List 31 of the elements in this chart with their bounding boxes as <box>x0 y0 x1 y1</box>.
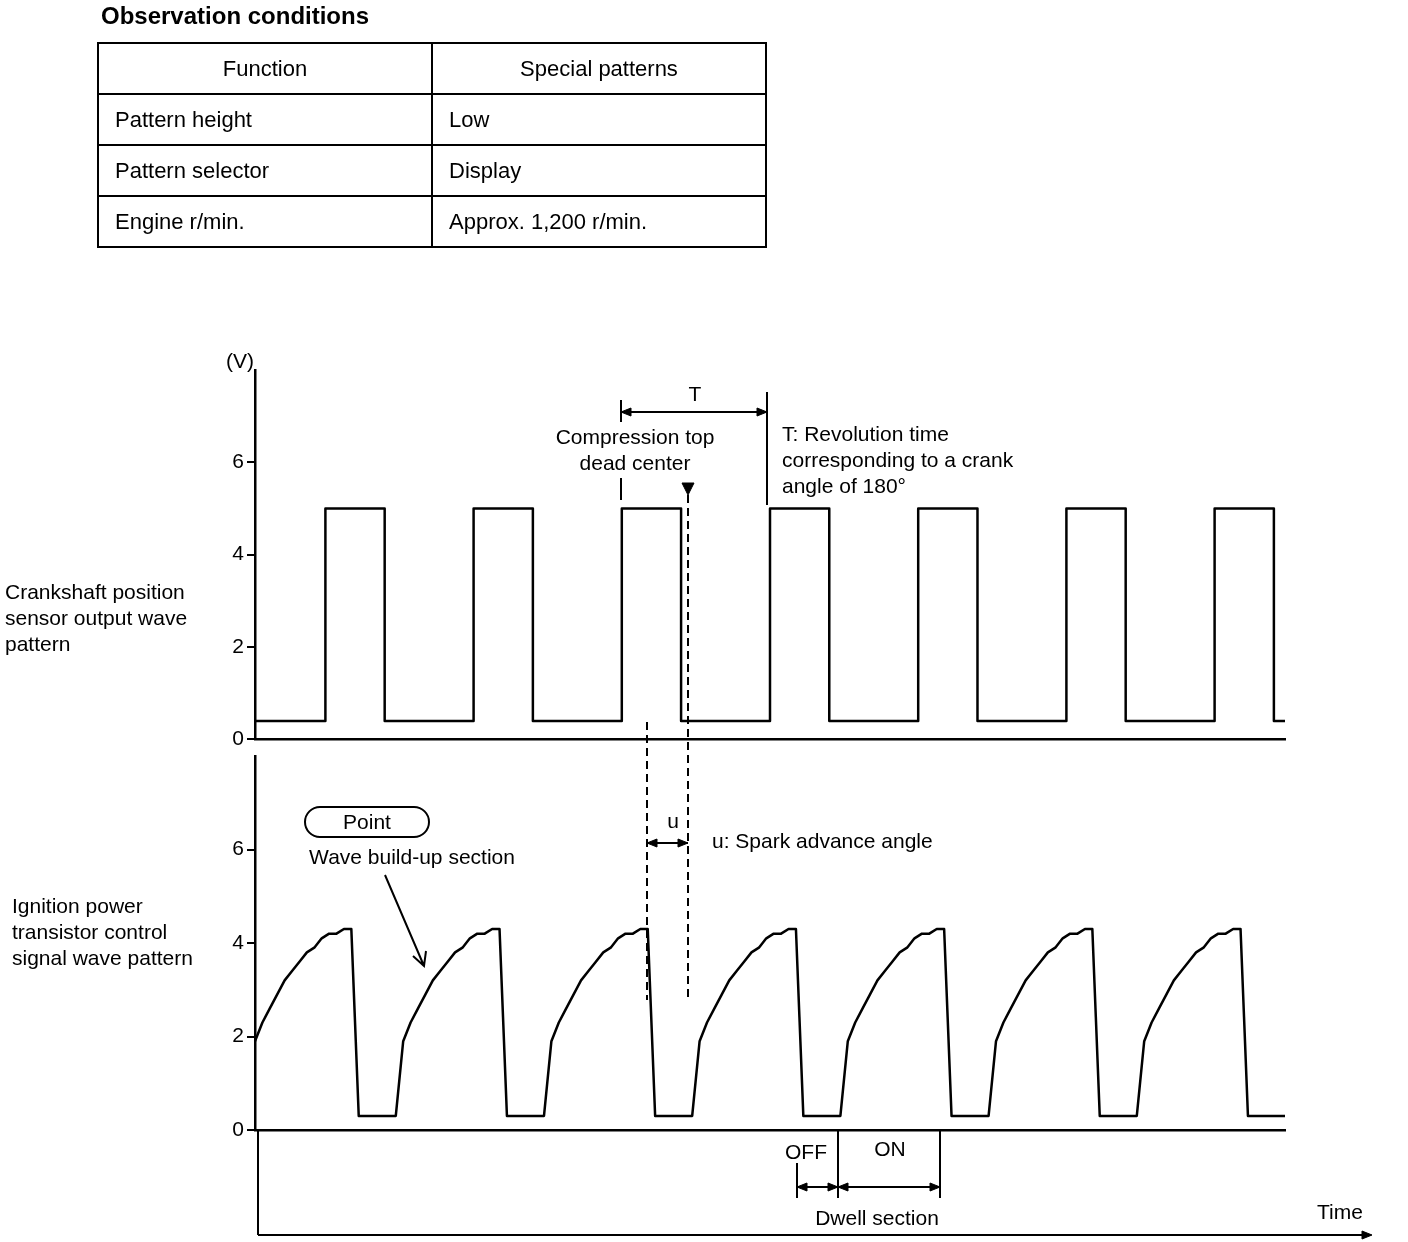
annotation: Point <box>343 809 392 833</box>
y-tick-label: 0 <box>232 1116 244 1140</box>
text: Approx. 1,200 r/min. <box>432 196 766 247</box>
text: Function <box>98 43 432 94</box>
y-tick-label: 2 <box>232 633 244 657</box>
annotation: T <box>688 381 702 405</box>
text: ON <box>874 1136 906 1160</box>
y-tick-label: 2 <box>232 1023 244 1047</box>
text: OFF <box>785 1139 827 1163</box>
annotation: (V) <box>226 348 254 372</box>
text: Pattern selector <box>98 145 432 196</box>
y-axis-title: Ignition power transistor control signal wave pattern <box>12 893 193 969</box>
x-axis-title: Time <box>1317 1199 1363 1223</box>
text: Engine r/min. <box>98 196 432 247</box>
text: Low <box>432 94 766 145</box>
annotation: T: Revolution time corresponding to a crank angle of 180° <box>782 421 1014 497</box>
annotation: u <box>667 808 679 832</box>
text: Dwell section <box>815 1205 939 1229</box>
text: Pattern height <box>98 94 432 145</box>
annotation: Wave build-up section <box>309 844 515 868</box>
y-tick-label: 6 <box>232 836 244 860</box>
text: Observation conditions <box>101 2 371 30</box>
y-tick-label: 0 <box>232 726 244 750</box>
y-tick-label: 4 <box>232 929 245 953</box>
y-tick-label: 4 <box>232 541 245 565</box>
y-tick-label: 6 <box>232 449 244 473</box>
y-axis-title: Crankshaft position sensor output wave pattern <box>5 579 188 655</box>
text: Special patterns <box>432 43 766 94</box>
annotation: Compression top dead center <box>555 424 715 474</box>
text: Display <box>432 145 766 196</box>
annotation: u: Spark advance angle <box>712 828 933 852</box>
